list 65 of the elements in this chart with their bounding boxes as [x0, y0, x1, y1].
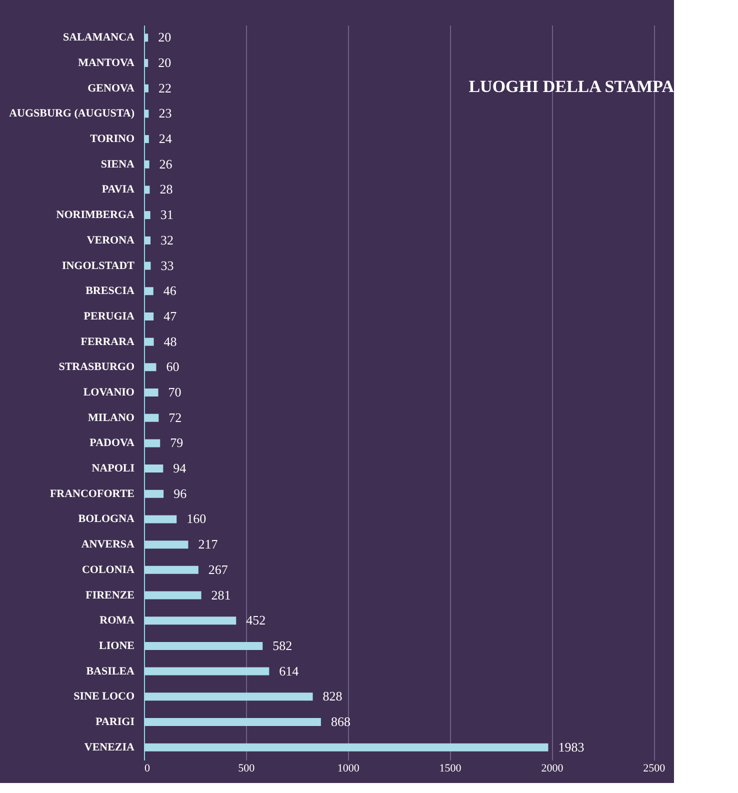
- data-label: 72: [168, 410, 182, 425]
- y-tick-label: AUGSBURG (AUGUSTA): [9, 108, 135, 120]
- x-tick-label: 500: [238, 762, 256, 774]
- data-label: 23: [158, 106, 172, 121]
- y-tick-label: FRANCOFORTE: [50, 488, 134, 500]
- data-label: 48: [164, 334, 177, 349]
- data-label: 70: [168, 384, 182, 400]
- x-tick-label: 0: [144, 762, 150, 774]
- y-tick-label: COLONIA: [82, 564, 135, 576]
- y-tick-label: FERRARA: [80, 336, 135, 348]
- x-tick-label: 1500: [439, 762, 462, 774]
- y-tick-label: TORINO: [90, 133, 135, 146]
- y-tick-label: VERONA: [86, 234, 135, 246]
- data-label: 79: [170, 435, 184, 450]
- x-tick-label: 2000: [541, 762, 564, 774]
- data-label: 22: [158, 80, 172, 96]
- y-tick-label: LOVANIO: [83, 386, 135, 398]
- y-tick-label: BOLOGNA: [78, 513, 135, 526]
- data-label: 828: [322, 688, 342, 704]
- data-label: 614: [279, 663, 300, 678]
- x-tick-label: 1000: [337, 762, 360, 774]
- data-label: 1983: [558, 739, 584, 754]
- y-tick-label: PERUGIA: [84, 310, 135, 322]
- y-tick-label: VENEZIA: [84, 741, 135, 754]
- y-tick-label: ROMA: [100, 614, 135, 627]
- data-label: 26: [159, 156, 173, 172]
- data-label: 96: [174, 486, 188, 501]
- y-tick-label: MANTOVA: [78, 57, 135, 70]
- data-label: 20: [158, 55, 172, 70]
- data-label: 28: [160, 182, 173, 197]
- y-tick-label: NORIMBERGA: [56, 209, 135, 222]
- y-tick-label: PAVIA: [102, 184, 135, 196]
- data-label: 33: [160, 258, 174, 273]
- y-tick-label: INGOLSTADT: [62, 260, 136, 272]
- data-label: 452: [246, 612, 266, 628]
- data-label: 46: [163, 283, 177, 298]
- data-label: 32: [160, 232, 174, 248]
- data-label: 60: [166, 359, 180, 374]
- y-tick-label: SALAMANCA: [63, 32, 135, 44]
- y-tick-label: GENOVA: [88, 82, 135, 94]
- data-label: 868: [330, 714, 350, 729]
- data-label: 160: [186, 511, 206, 526]
- data-label: 281: [211, 587, 231, 602]
- data-label: 582: [272, 638, 292, 653]
- data-label: 31: [160, 207, 174, 222]
- y-tick-label: ANVERSA: [81, 538, 135, 551]
- y-tick-label: SIENA: [100, 158, 135, 170]
- y-tick-label: PADOVA: [90, 437, 135, 450]
- text: LUOGHI DELLA STAMPA: [468, 77, 675, 96]
- data-label: 267: [208, 562, 228, 577]
- y-tick-label: SINE LOCO: [74, 690, 135, 703]
- y-tick-label: STRASBURGO: [58, 361, 135, 374]
- y-tick-label: BRESCIA: [86, 285, 135, 298]
- x-tick-label: 2500: [643, 762, 666, 774]
- y-tick-label: PARIGI: [96, 716, 134, 728]
- y-tick-label: BASILEA: [86, 665, 135, 678]
- data-label: 94: [173, 460, 187, 476]
- y-tick-label: MILANO: [88, 412, 135, 424]
- y-tick-label: NAPOLI: [92, 462, 134, 475]
- y-tick-label: LIONE: [99, 640, 134, 652]
- data-label: 20: [158, 30, 172, 45]
- data-label: 24: [158, 131, 172, 146]
- y-tick-label: FIRENZE: [86, 589, 134, 602]
- data-label: 217: [198, 536, 218, 552]
- data-label: 47: [164, 308, 178, 324]
